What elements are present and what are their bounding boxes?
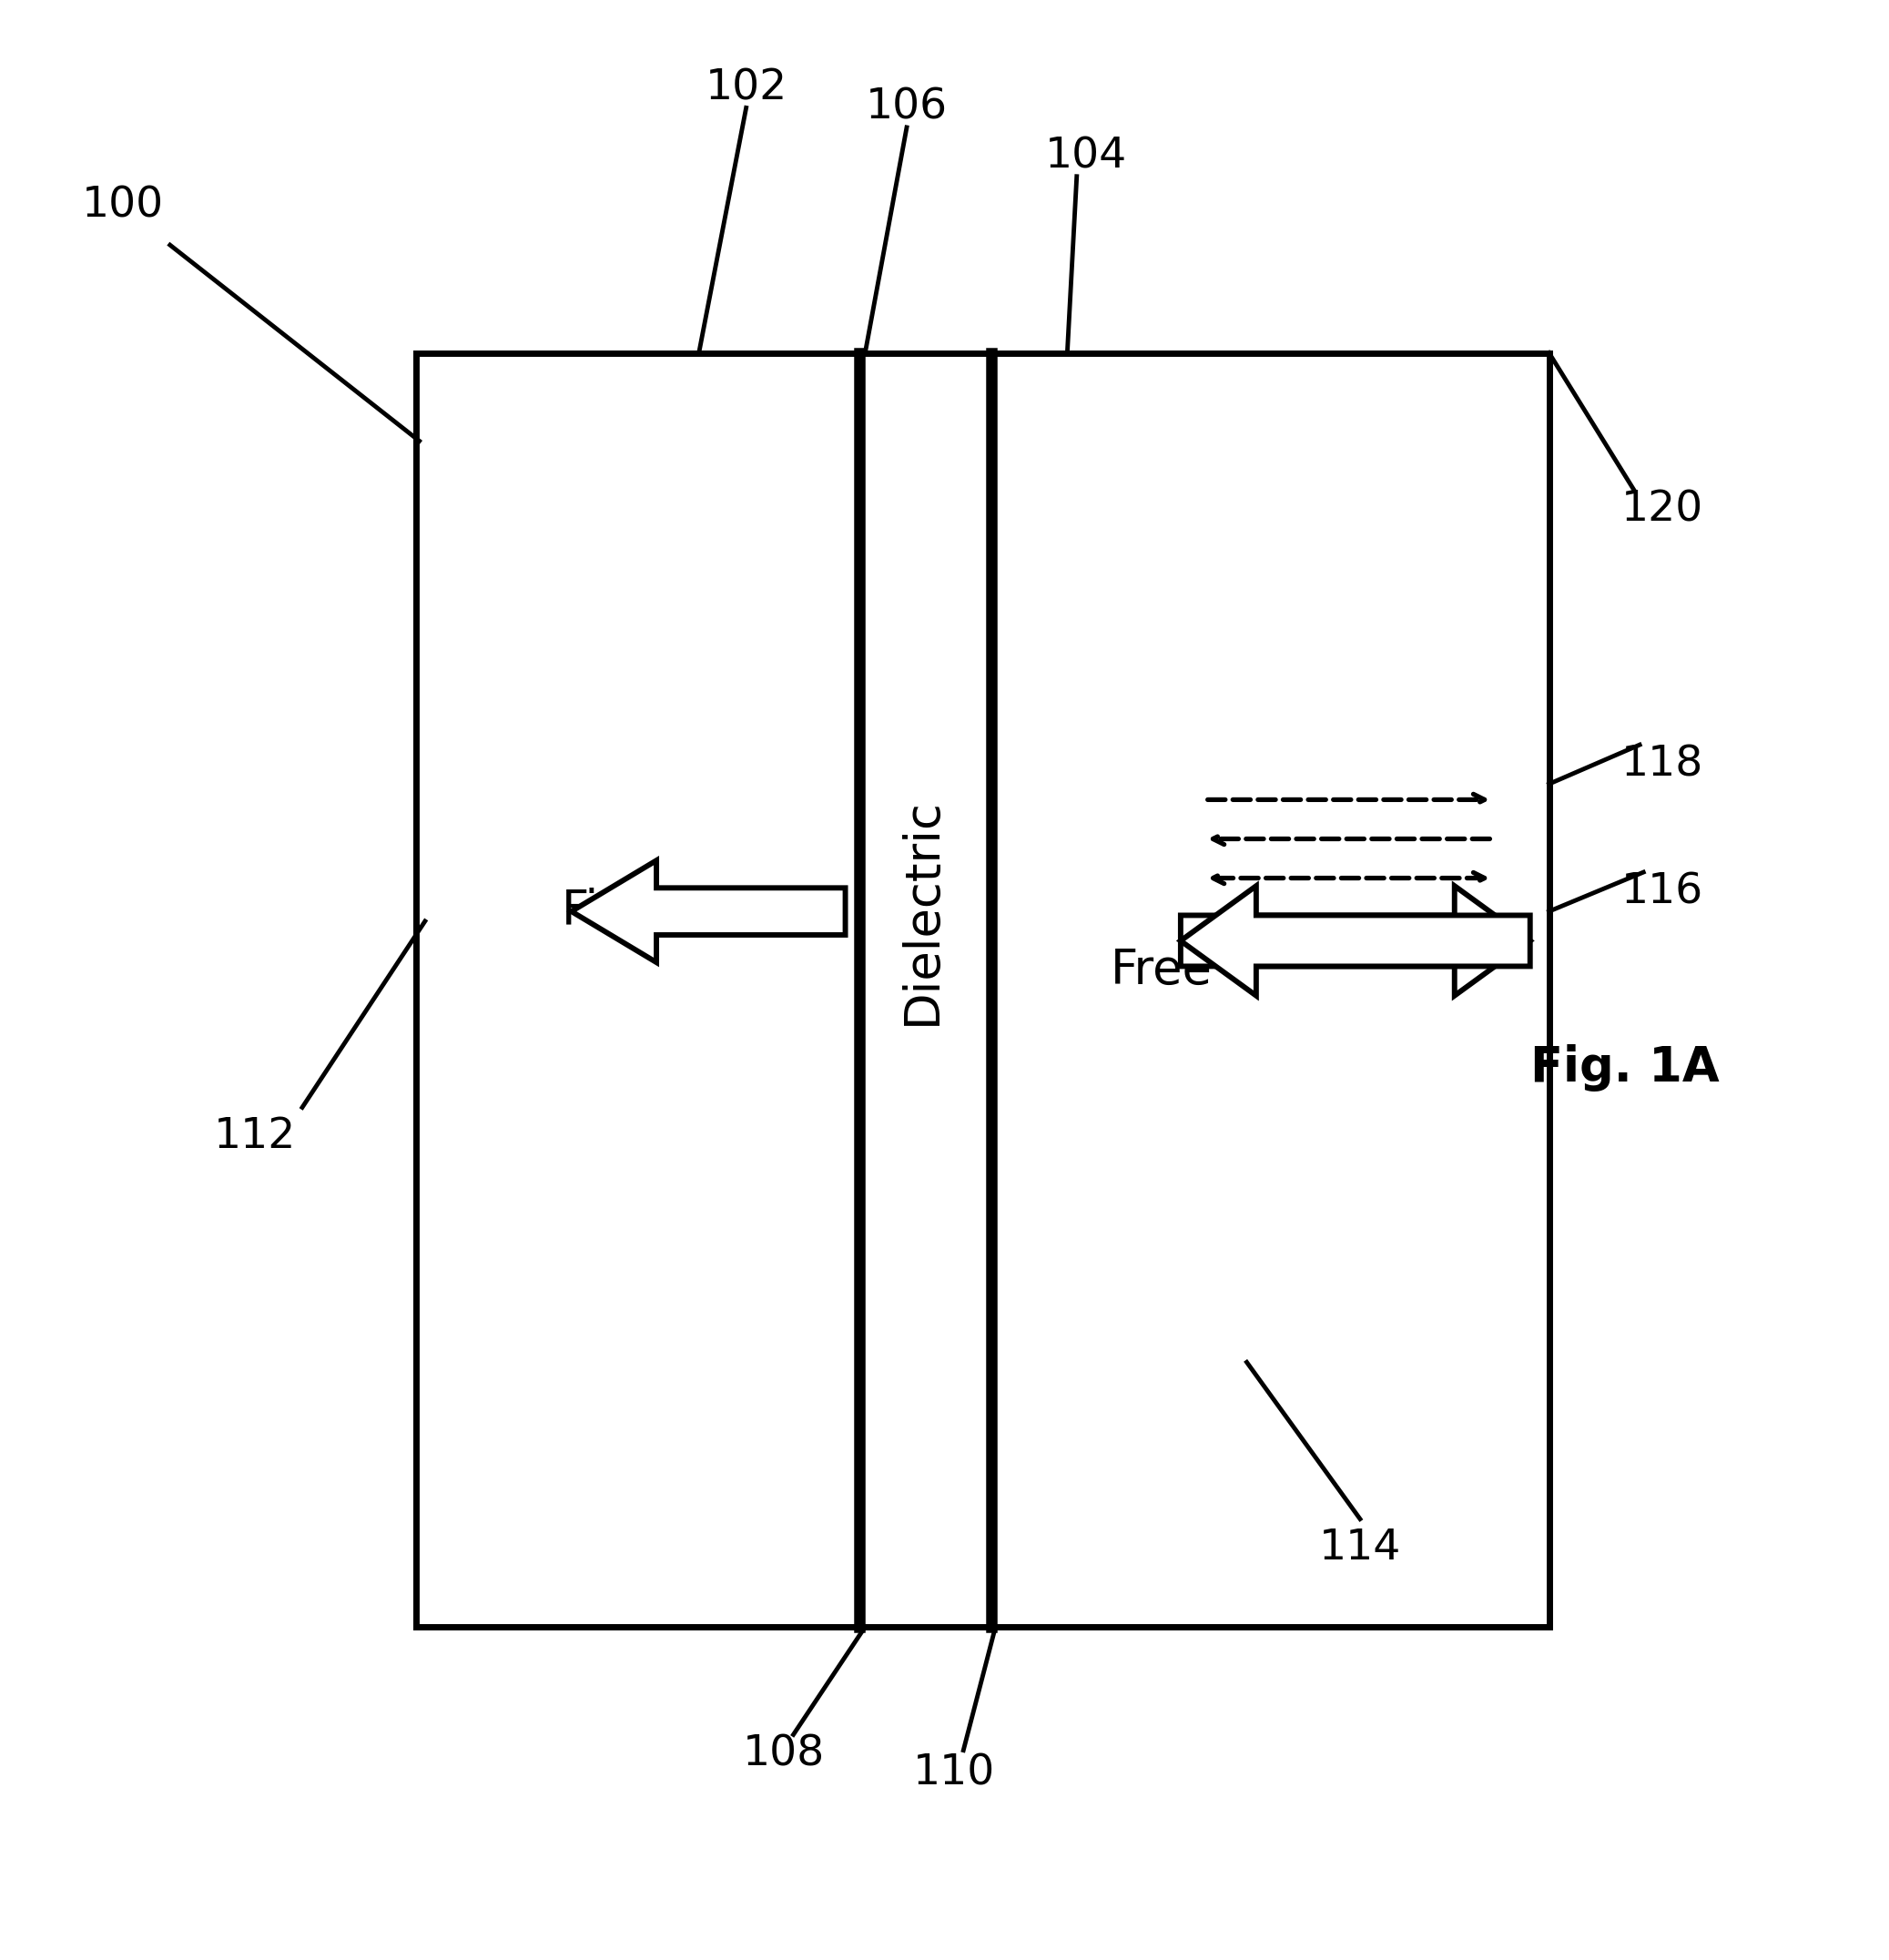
Text: 120: 120 (1621, 490, 1704, 529)
Text: 102: 102 (705, 69, 788, 108)
Bar (416, 353, 1549, 1627)
FancyArrow shape (1181, 886, 1530, 996)
FancyArrow shape (1181, 886, 1530, 996)
FancyArrow shape (570, 860, 844, 962)
Text: 104: 104 (1045, 137, 1128, 176)
Text: 116: 116 (1621, 872, 1704, 911)
Text: 114: 114 (1319, 1529, 1402, 1568)
Text: Fig. 1A: Fig. 1A (1530, 1045, 1719, 1092)
Text: 118: 118 (1621, 745, 1704, 784)
Text: 110: 110 (912, 1754, 996, 1793)
Text: 108: 108 (742, 1735, 825, 1774)
Text: Free: Free (1111, 947, 1213, 994)
Text: 106: 106 (865, 88, 948, 127)
Text: 100: 100 (81, 186, 164, 225)
Text: 112: 112 (213, 1117, 297, 1156)
Text: Dielectric: Dielectric (897, 798, 946, 1025)
Text: Fixed: Fixed (561, 888, 686, 935)
